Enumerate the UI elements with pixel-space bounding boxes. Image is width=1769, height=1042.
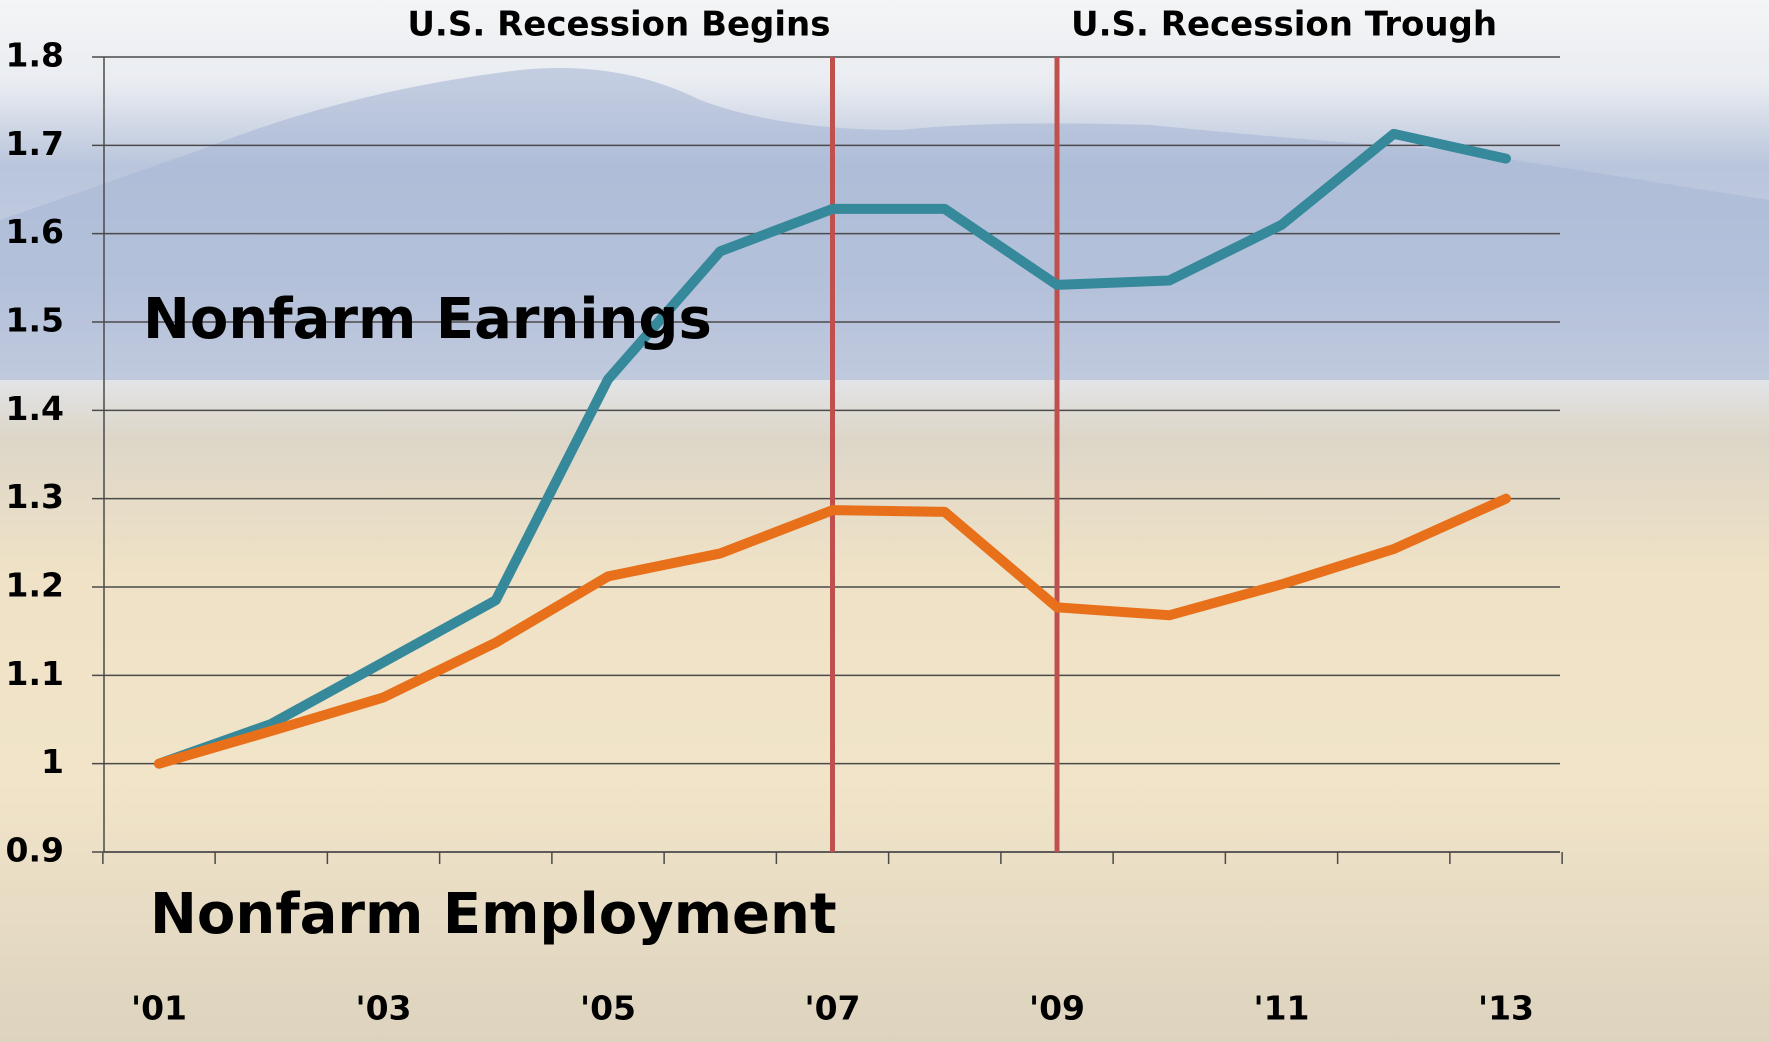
x-tick-label: '13	[1478, 989, 1534, 1028]
x-tick-label: '07	[804, 989, 860, 1028]
x-tick-label: '11	[1253, 989, 1309, 1028]
annotation: U.S. Recession Trough	[1071, 5, 1497, 45]
series-label: Nonfarm Employment	[150, 882, 837, 947]
x-tick-label: '03	[355, 989, 411, 1028]
series-line	[154, 493, 1511, 769]
y-tick-label: 1.4	[6, 389, 64, 428]
y-tick-label: 1.7	[6, 124, 64, 163]
y-tick-label: 1.8	[6, 36, 64, 75]
series-line	[154, 128, 1511, 769]
y-tick-label: 1.3	[6, 477, 64, 516]
y-tick-label: 1.2	[6, 566, 64, 605]
annotation: U.S. Recession Begins	[407, 5, 830, 45]
y-tick-label: 1.1	[6, 654, 64, 693]
series-label: Nonfarm Earnings	[143, 287, 712, 352]
x-tick-label: '09	[1029, 989, 1085, 1028]
x-tick-label: '05	[580, 989, 636, 1028]
y-tick-label: 1.6	[6, 212, 64, 251]
y-tick-label: 0.9	[6, 831, 64, 870]
y-tick-label: 1	[41, 742, 64, 781]
x-tick-label: '01	[131, 989, 187, 1028]
y-tick-label: 1.5	[6, 301, 64, 340]
